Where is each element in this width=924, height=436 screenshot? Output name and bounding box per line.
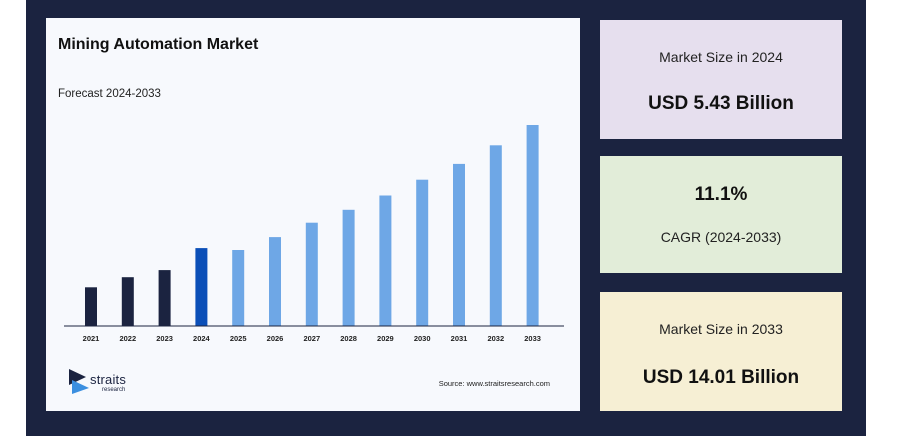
bar-2021: [85, 287, 97, 326]
x-tick-label-2023: 2023: [156, 334, 173, 343]
logo-sub: research: [102, 387, 126, 393]
cagr-label: CAGR (2024-2033): [660, 229, 782, 245]
bar-2023: [158, 270, 171, 326]
x-tick-label-2032: 2032: [487, 334, 504, 343]
market-size-2033-label: Market Size in 2033: [659, 321, 783, 337]
bar-2024: [195, 248, 208, 326]
logo-word: straits: [90, 372, 127, 387]
x-tick-label-2024: 2024: [193, 334, 211, 343]
market-size-2024-value: USD 5.43 Billion: [648, 93, 794, 114]
x-tick-label-2033: 2033: [524, 334, 541, 343]
bar-2026: [269, 237, 281, 326]
x-tick-label-2025: 2025: [230, 334, 247, 343]
bar-chart: 2021 2022 2023 2024 2025 2026 2027 2028 2029 2030…: [64, 125, 564, 343]
bar-2027: [305, 222, 318, 326]
x-tick-label-2028: 2028: [340, 334, 357, 343]
market-size-2024-card: Market Size in 2024 USD 5.43 Billion: [600, 20, 842, 139]
bar-2028: [342, 209, 355, 326]
x-tick-label-2031: 2031: [451, 334, 468, 343]
bar-2032: [489, 145, 502, 326]
bar-2030: [416, 179, 429, 326]
bar-2025: [232, 250, 245, 326]
market-size-2033-card: Market Size in 2033 USD 14.01 Billion: [600, 292, 842, 411]
chart-card: Mining Automation Market Forecast 2024-2…: [46, 18, 580, 411]
x-tick-label-2021: 2021: [83, 334, 100, 343]
chart-subtitle: Forecast 2024-2033: [58, 88, 161, 100]
market-size-2024-label: Market Size in 2024: [659, 49, 783, 65]
x-tick-label-2026: 2026: [267, 334, 284, 343]
bar-2031: [453, 163, 465, 326]
chart-title: Mining Automation Market: [58, 36, 259, 53]
straits-logo: straits research: [68, 368, 148, 398]
bar-2029: [379, 195, 392, 326]
x-tick-label-2022: 2022: [119, 334, 136, 343]
straits-logo-icon: [69, 369, 89, 394]
x-tick-label-2027: 2027: [303, 334, 320, 343]
x-tick-label-2030: 2030: [414, 334, 431, 343]
bar-2033: [526, 125, 539, 326]
cagr-value: 11.1%: [694, 184, 748, 205]
bar-2022: [121, 277, 134, 326]
market-size-2033-value: USD 14.01 Billion: [642, 367, 800, 388]
x-tick-label-2029: 2029: [377, 334, 394, 343]
source-text: Source: www.straitsresearch.com: [438, 379, 550, 388]
cagr-card: 11.1% CAGR (2024-2033): [600, 156, 842, 273]
